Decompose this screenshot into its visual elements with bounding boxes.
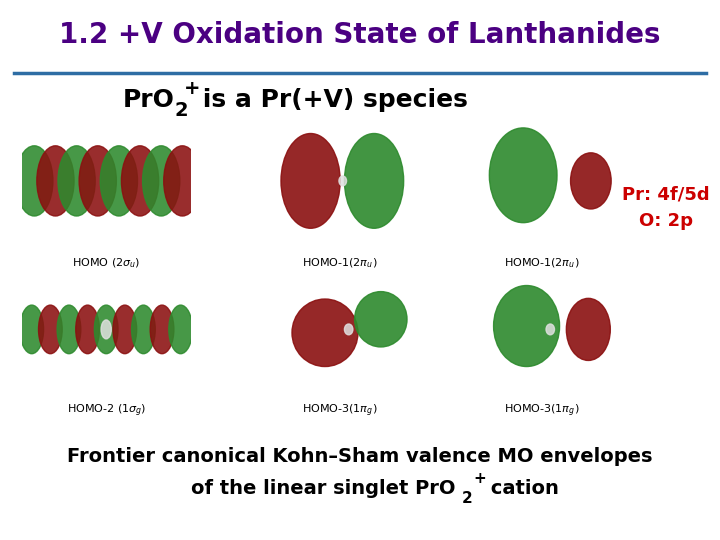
Ellipse shape	[354, 292, 407, 347]
Ellipse shape	[150, 305, 174, 354]
Text: Pr: 4f/5d
O: 2p: Pr: 4f/5d O: 2p	[622, 186, 710, 230]
Ellipse shape	[344, 133, 404, 228]
Text: HOMO-3(1$\pi$$_g$): HOMO-3(1$\pi$$_g$)	[302, 402, 377, 418]
Text: 2: 2	[174, 101, 188, 120]
Ellipse shape	[58, 146, 95, 216]
Ellipse shape	[57, 305, 81, 354]
Ellipse shape	[100, 146, 138, 216]
Text: HOMO-3(1$\pi$$_g$): HOMO-3(1$\pi$$_g$)	[504, 402, 579, 418]
Ellipse shape	[37, 146, 74, 216]
Text: PrO: PrO	[122, 88, 174, 112]
Ellipse shape	[143, 146, 180, 216]
Text: Frontier canonical Kohn–Sham valence MO envelopes: Frontier canonical Kohn–Sham valence MO …	[67, 447, 653, 466]
Ellipse shape	[163, 146, 201, 216]
Ellipse shape	[339, 176, 346, 186]
Ellipse shape	[570, 153, 611, 209]
Ellipse shape	[494, 286, 559, 367]
Text: 2: 2	[462, 491, 472, 506]
Ellipse shape	[39, 305, 62, 354]
Text: +: +	[473, 471, 486, 487]
Ellipse shape	[94, 305, 118, 354]
Ellipse shape	[101, 320, 112, 339]
Ellipse shape	[546, 324, 554, 335]
Ellipse shape	[132, 305, 156, 354]
Ellipse shape	[567, 298, 611, 361]
Text: of the linear singlet PrO: of the linear singlet PrO	[191, 479, 455, 498]
Ellipse shape	[79, 146, 117, 216]
Ellipse shape	[281, 133, 341, 228]
Ellipse shape	[168, 305, 192, 354]
Ellipse shape	[122, 146, 158, 216]
Text: HOMO-1(2$\pi$$_u$): HOMO-1(2$\pi$$_u$)	[302, 256, 377, 270]
Text: is a Pr(+V) species: is a Pr(+V) species	[194, 88, 468, 112]
Text: cation: cation	[484, 479, 559, 498]
Ellipse shape	[113, 305, 137, 354]
Text: HOMO (2$\sigma$$_u$): HOMO (2$\sigma$$_u$)	[73, 256, 140, 270]
Ellipse shape	[292, 299, 358, 367]
Text: HOMO-2 (1$\sigma$$_g$): HOMO-2 (1$\sigma$$_g$)	[67, 402, 146, 418]
Ellipse shape	[344, 324, 353, 335]
Ellipse shape	[16, 146, 53, 216]
Ellipse shape	[490, 128, 557, 222]
Text: +: +	[184, 78, 201, 98]
Ellipse shape	[76, 305, 99, 354]
Ellipse shape	[20, 305, 44, 354]
Text: HOMO-1(2$\pi$$_u$): HOMO-1(2$\pi$$_u$)	[504, 256, 579, 270]
Text: 1.2 +V Oxidation State of Lanthanides: 1.2 +V Oxidation State of Lanthanides	[59, 21, 661, 49]
